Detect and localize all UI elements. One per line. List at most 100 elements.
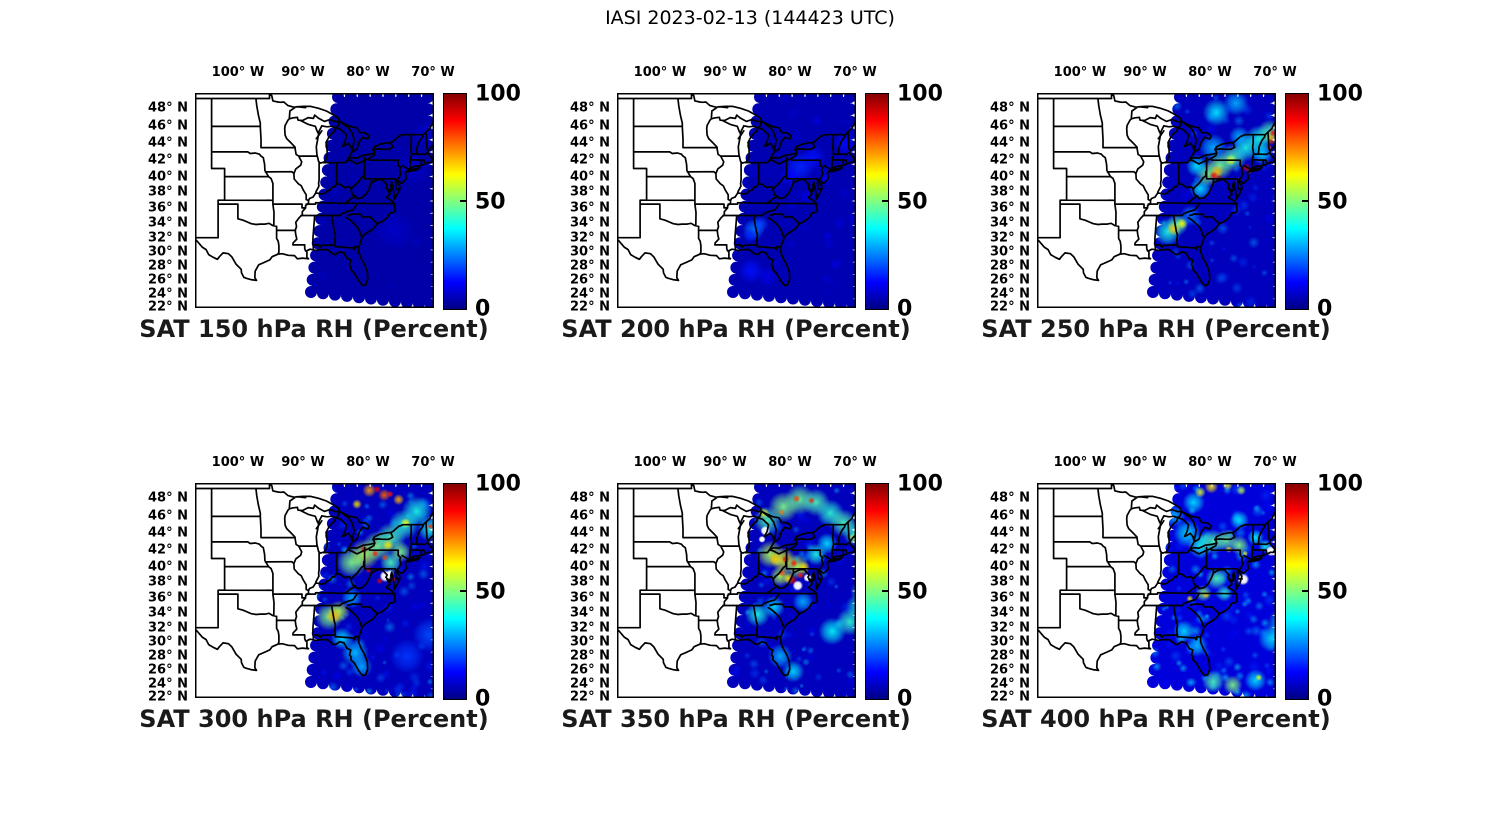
lat-tick-label: 44° N	[570, 525, 610, 541]
lon-tick-label: 90° W	[281, 455, 325, 470]
colorbar-mid-tick	[1302, 199, 1308, 202]
lon-tick-label: 100° W	[211, 455, 265, 470]
colorbar-tick-label-100: 100	[475, 471, 521, 497]
lat-tick-label: 48° N	[570, 490, 610, 506]
lon-tick-label: 80° W	[768, 65, 812, 80]
lat-tick-label: 36° N	[570, 200, 610, 216]
colorbar	[1285, 483, 1309, 700]
colorbar-tick-label-100: 100	[897, 81, 943, 107]
lat-tick-label: 34° N	[570, 215, 610, 231]
lon-tick-label: 100° W	[1053, 65, 1107, 80]
lon-tick-label: 70° W	[411, 65, 455, 80]
lat-tick-label: 34° N	[570, 605, 610, 621]
colorbar-tick-label-50: 50	[897, 579, 928, 604]
colorbar-tick-label-50: 50	[1317, 579, 1348, 604]
lat-tick-label: 30° N	[570, 634, 610, 650]
panel-200hpa: 100° W 90° W 80° W 70° W 48° N 46° N 44° N 42° …	[542, 51, 972, 363]
lat-tick-label: 34° N	[990, 605, 1030, 621]
map-frame	[195, 483, 434, 698]
lat-tick-label: 40° N	[148, 169, 188, 185]
lat-tick-label: 28° N	[990, 648, 1030, 664]
state-boundaries-map	[1037, 483, 1276, 698]
panel-title-250hpa: SAT 250 hPa RH (Percent)	[981, 315, 1331, 343]
lat-tick-label: 42° N	[990, 152, 1030, 168]
panel-title-350hpa: SAT 350 hPa RH (Percent)	[561, 705, 911, 733]
colorbar-tick-label-50: 50	[475, 189, 506, 214]
colorbar	[865, 93, 889, 310]
lon-tick-label: 80° W	[346, 65, 390, 80]
lat-tick-label: 22° N	[570, 299, 610, 315]
lat-tick-label: 42° N	[570, 152, 610, 168]
lon-tick-label: 80° W	[1188, 65, 1232, 80]
lon-tick-label: 90° W	[281, 65, 325, 80]
lat-tick-label: 30° N	[990, 244, 1030, 260]
lon-tick-label: 70° W	[833, 65, 877, 80]
colorbar	[865, 483, 889, 700]
lat-tick-label: 32° N	[990, 620, 1030, 636]
lon-tick-label: 100° W	[1053, 455, 1107, 470]
colorbar-tick-label-100: 100	[897, 471, 943, 497]
lat-tick-label: 24° N	[148, 286, 188, 302]
map-area	[195, 93, 434, 308]
state-boundaries-path	[617, 484, 856, 677]
panel-title-400hpa: SAT 400 hPa RH (Percent)	[981, 705, 1331, 733]
panel-350hpa: 100° W 90° W 80° W 70° W 48° N 46° N 44° N 42° …	[542, 441, 972, 753]
lat-tick-label: 32° N	[990, 230, 1030, 246]
lat-tick-label: 36° N	[148, 200, 188, 216]
lon-tick-label: 90° W	[1123, 455, 1167, 470]
state-boundaries-path	[195, 484, 434, 677]
map-frame	[1037, 483, 1276, 698]
map-frame	[1037, 93, 1276, 308]
panel-400hpa: 100° W 90° W 80° W 70° W 48° N 46° N 44° N 42° …	[962, 441, 1392, 753]
state-boundaries-path	[1037, 484, 1276, 677]
lat-tick-label: 44° N	[570, 135, 610, 151]
lon-tick-label: 100° W	[633, 455, 687, 470]
lat-tick-label: 40° N	[570, 169, 610, 185]
lat-tick-label: 38° N	[148, 184, 188, 200]
state-boundaries-map	[195, 93, 434, 308]
colorbar-tick-label-0: 0	[897, 296, 913, 322]
lat-tick-label: 38° N	[148, 574, 188, 590]
map-area	[1037, 483, 1276, 698]
lat-tick-label: 24° N	[570, 286, 610, 302]
lat-tick-label: 36° N	[570, 590, 610, 606]
lat-tick-label: 22° N	[148, 689, 188, 705]
lat-tick-label: 38° N	[990, 184, 1030, 200]
lon-tick-label: 80° W	[768, 455, 812, 470]
panel-title-150hpa: SAT 150 hPa RH (Percent)	[139, 315, 489, 343]
lat-tick-label: 48° N	[990, 100, 1030, 116]
lon-tick-label: 80° W	[1188, 455, 1232, 470]
lat-tick-label: 48° N	[570, 100, 610, 116]
lat-tick-label: 22° N	[990, 299, 1030, 315]
lon-tick-label: 80° W	[346, 455, 390, 470]
lat-tick-label: 42° N	[148, 542, 188, 558]
lon-tick-label: 90° W	[1123, 65, 1167, 80]
state-boundaries-path	[1037, 94, 1276, 287]
state-boundaries-map	[617, 93, 856, 308]
lat-tick-label: 28° N	[570, 258, 610, 274]
lat-tick-label: 44° N	[990, 525, 1030, 541]
colorbar-tick-label-50: 50	[897, 189, 928, 214]
lat-tick-label: 46° N	[570, 508, 610, 524]
colorbar-tick-label-100: 100	[475, 81, 521, 107]
lat-tick-label: 44° N	[990, 135, 1030, 151]
colorbar-mid-tick	[1302, 589, 1308, 592]
lat-tick-label: 24° N	[570, 676, 610, 692]
colorbar-tick-label-50: 50	[1317, 189, 1348, 214]
panel-title-200hpa: SAT 200 hPa RH (Percent)	[561, 315, 911, 343]
map-area	[1037, 93, 1276, 308]
colorbar-mid-tick	[460, 589, 466, 592]
lat-tick-label: 32° N	[570, 620, 610, 636]
lat-tick-label: 24° N	[148, 676, 188, 692]
lat-tick-label: 26° N	[148, 662, 188, 678]
panel-title-300hpa: SAT 300 hPa RH (Percent)	[139, 705, 489, 733]
colorbar-tick-label-50: 50	[475, 579, 506, 604]
lat-tick-label: 38° N	[990, 574, 1030, 590]
state-boundaries-map	[617, 483, 856, 698]
state-boundaries-map	[1037, 93, 1276, 308]
lat-tick-label: 28° N	[990, 258, 1030, 274]
lat-tick-label: 24° N	[990, 676, 1030, 692]
lon-tick-label: 100° W	[211, 65, 265, 80]
colorbar	[443, 483, 467, 700]
lat-tick-label: 46° N	[148, 118, 188, 134]
